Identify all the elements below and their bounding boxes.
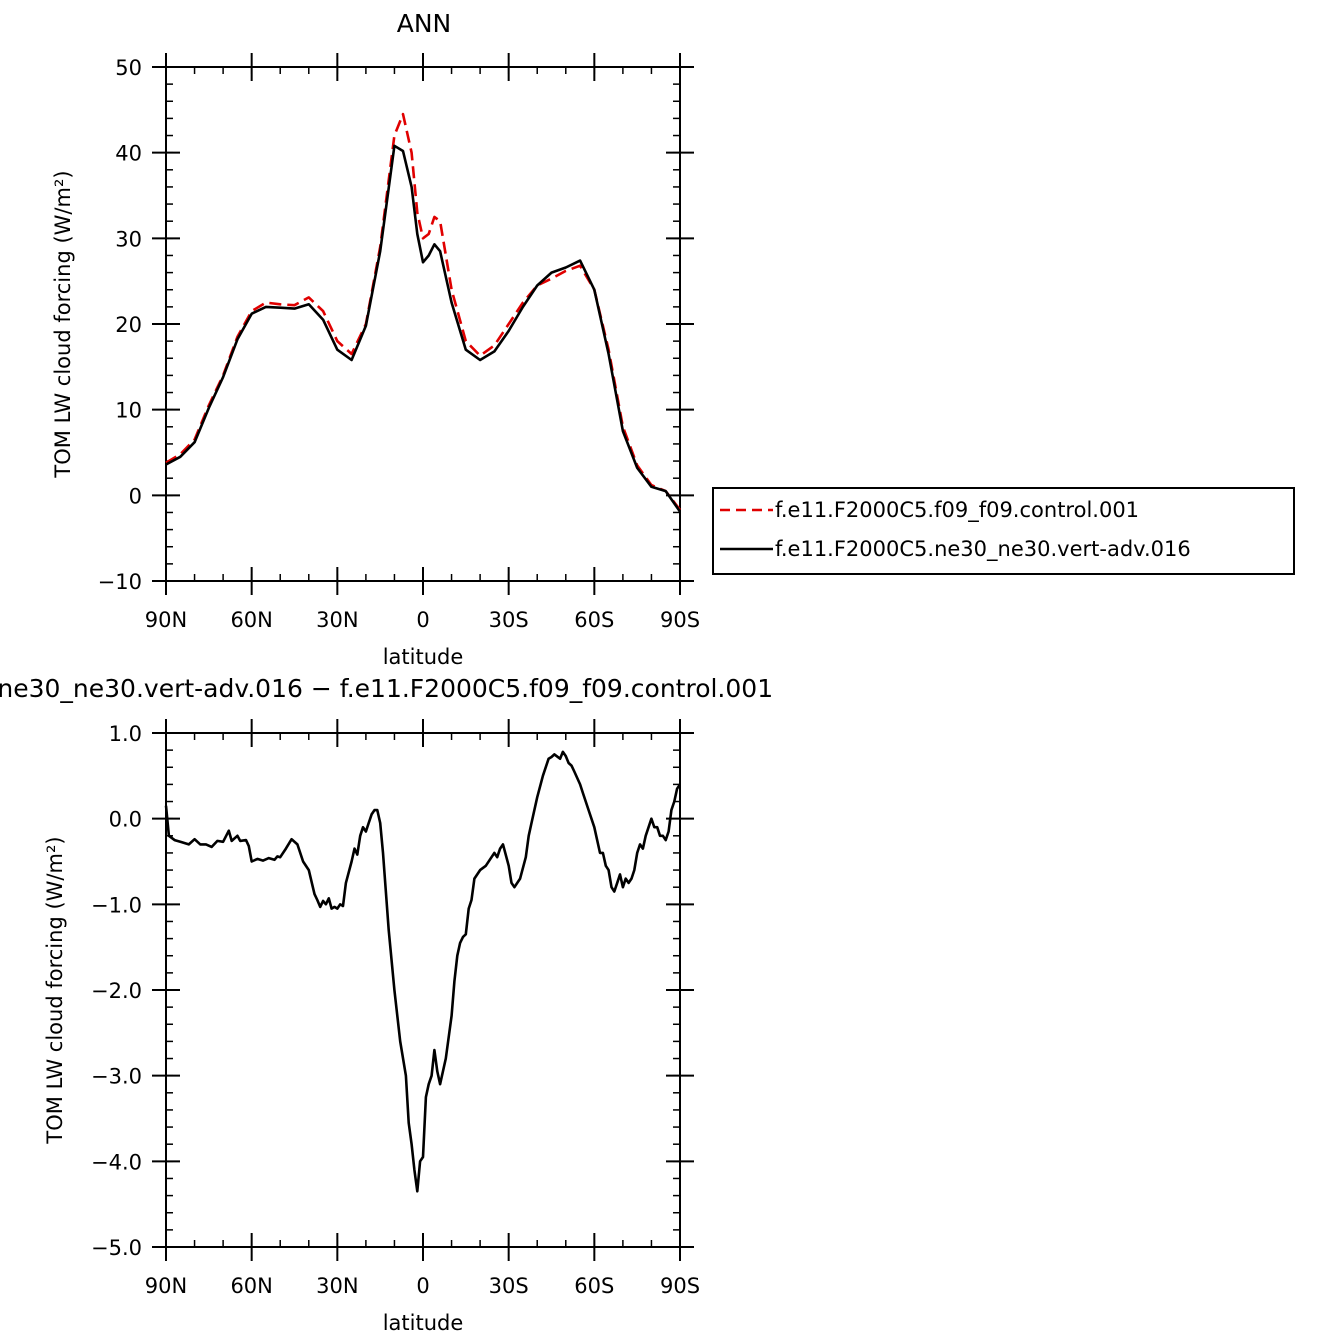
legend: f.e11.F2000C5.f09_f09.control.001 f.e11.… bbox=[712, 487, 1295, 575]
bottom-xtick-label: 60S bbox=[574, 1274, 614, 1298]
bottom-ylabel: TOM LW cloud forcing (W/m²) bbox=[43, 836, 67, 1144]
top-ytick-label: 20 bbox=[115, 313, 142, 337]
bottom-ytick-label: 1.0 bbox=[109, 722, 142, 746]
bottom-xtick-label: 90S bbox=[660, 1274, 700, 1298]
legend-box bbox=[712, 487, 1295, 575]
bottom-plot-frame bbox=[165, 732, 681, 1248]
bottom-ytick-label: −2.0 bbox=[91, 979, 142, 1003]
top-panel: ANN −10 0 10 20 30 40 50 90N 60N 30N 0 30S 60S 90S la… bbox=[51, 9, 700, 669]
bottom-ytick-label: −4.0 bbox=[91, 1150, 142, 1174]
top-series bbox=[165, 112, 682, 513]
bottom-ytick-label: 0.0 bbox=[109, 808, 142, 832]
bottom-xtick-label: 0 bbox=[416, 1274, 429, 1298]
top-ytick-label: 40 bbox=[115, 142, 142, 166]
bottom-xlabel: latitude bbox=[383, 1311, 464, 1335]
top-xtick-label: 30N bbox=[316, 608, 358, 632]
legend-label-control: f.e11.F2000C5.f09_f09.control.001 bbox=[775, 498, 1139, 523]
bottom-ytick-label: −3.0 bbox=[91, 1065, 142, 1089]
top-ytick-label: 50 bbox=[115, 56, 142, 80]
top-ytick-label: −10 bbox=[98, 570, 142, 594]
bottom-xtick-label: 60N bbox=[230, 1274, 272, 1298]
top-series-line-0 bbox=[165, 112, 682, 511]
top-xtick-label: 0 bbox=[416, 608, 429, 632]
bottom-ytick-label: −5.0 bbox=[91, 1236, 142, 1260]
top-ytick-label: 30 bbox=[115, 227, 142, 251]
bottom-xtick-label: 90N bbox=[145, 1274, 187, 1298]
bottom-series bbox=[164, 750, 682, 1193]
bottom-xtick-label: 30S bbox=[489, 1274, 529, 1298]
top-ytick-label: 10 bbox=[115, 399, 142, 423]
legend-label-vert-adv: f.e11.F2000C5.ne30_ne30.vert-adv.016 bbox=[775, 537, 1191, 562]
top-ylabel: TOM LW cloud forcing (W/m²) bbox=[51, 170, 75, 478]
top-xtick-label: 60N bbox=[230, 608, 272, 632]
top-ytick-label: 0 bbox=[129, 484, 142, 508]
bottom-ytick-label: −1.0 bbox=[91, 893, 142, 917]
bottom-xtick-label: 30N bbox=[316, 1274, 358, 1298]
top-xtick-label: 60S bbox=[574, 608, 614, 632]
bottom-ticks: −5.0 −4.0 −3.0 −2.0 −1.0 0.0 1.0 90N 60N 30N 0 30S 6… bbox=[91, 719, 700, 1298]
bottom-panel: f.e11.F2000C5.ne30_ne30.vert-adv.016 − f… bbox=[0, 674, 773, 1335]
top-xlabel: latitude bbox=[383, 645, 464, 669]
top-xtick-label: 90S bbox=[660, 608, 700, 632]
bottom-title: f.e11.F2000C5.ne30_ne30.vert-adv.016 − f… bbox=[0, 674, 773, 703]
top-xtick-label: 30S bbox=[489, 608, 529, 632]
top-series-line-1 bbox=[165, 144, 682, 513]
bottom-series-line-0 bbox=[164, 750, 682, 1193]
top-xtick-label: 90N bbox=[145, 608, 187, 632]
top-ticks: −10 0 10 20 30 40 50 90N 60N 30N 0 30S 60S 90S bbox=[98, 53, 700, 632]
top-title: ANN bbox=[397, 9, 452, 38]
